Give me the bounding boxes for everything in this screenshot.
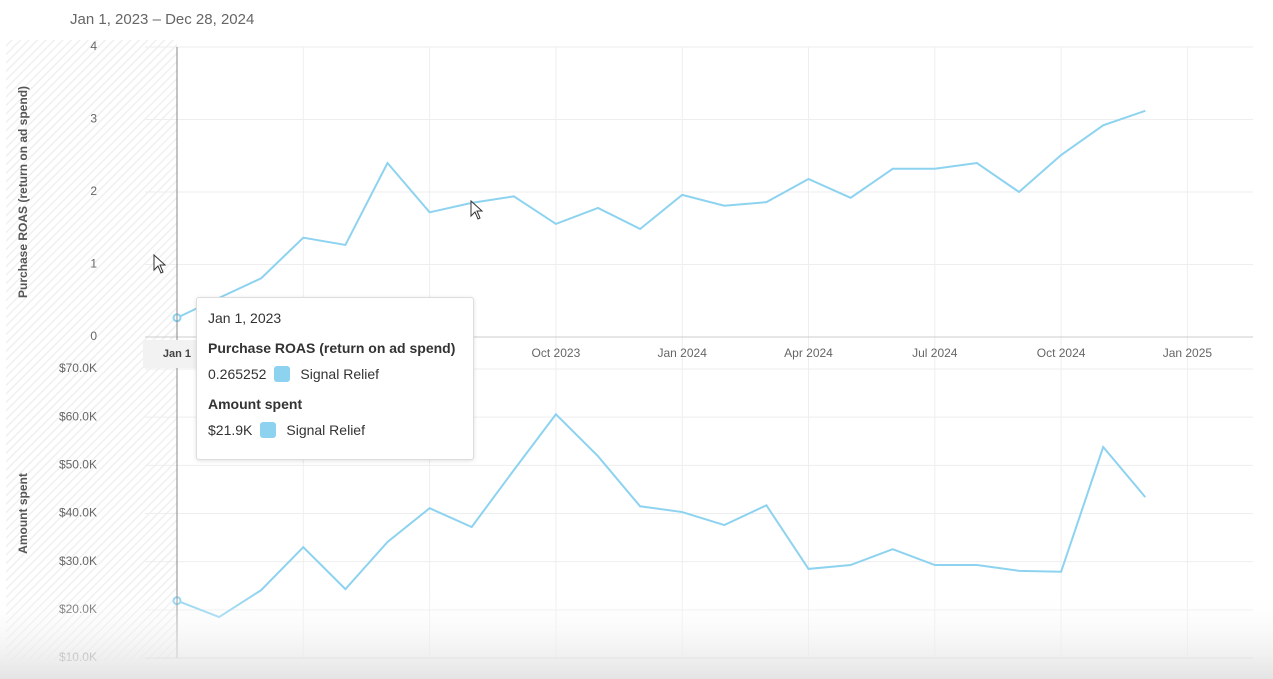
- y-tick-label: $30.0K: [59, 554, 97, 568]
- tooltip: Jan 1, 2023 Purchase ROAS (return on ad …: [196, 297, 474, 460]
- x-tick-label: Apr 2024: [784, 346, 833, 360]
- y-tick-label: $10.0K: [59, 650, 97, 664]
- tooltip-value: $21.9K: [208, 422, 253, 438]
- tooltip-value: 0.265252: [208, 366, 267, 382]
- x-tick-label: Oct 2024: [1037, 346, 1086, 360]
- crosshair-label: Jan 1: [163, 348, 191, 360]
- y-axis-title: Purchase ROAS (return on ad spend): [16, 86, 30, 298]
- tooltip-heading: Amount spent: [208, 396, 303, 412]
- y-tick-label: 4: [90, 39, 97, 53]
- tooltip-series: Signal Relief: [300, 366, 380, 382]
- tooltip-series: Signal Relief: [286, 422, 365, 438]
- y-tick-label: 3: [90, 112, 97, 126]
- y-tick-label: $70.0K: [59, 361, 97, 375]
- series-line: [176, 109, 1146, 319]
- swatch: [274, 366, 291, 382]
- x-tick-label: Oct 2023: [532, 346, 581, 360]
- y-tick-label: $60.0K: [59, 409, 97, 423]
- tooltip-row: 0.265252 Signal Relief: [208, 366, 462, 382]
- y-axis-title: Amount spent: [16, 473, 30, 554]
- x-tick-label: Jan 2024: [658, 346, 708, 360]
- y-tick-label: 0: [90, 329, 97, 343]
- swatch: [260, 422, 277, 438]
- y-tick-label: 2: [90, 184, 97, 198]
- y-tick-label: $50.0K: [59, 458, 97, 472]
- tooltip-heading: Purchase ROAS (return on ad spend): [208, 340, 456, 356]
- y-tick-label: $40.0K: [59, 506, 97, 520]
- x-tick-label: Jul 2024: [912, 346, 958, 360]
- tooltip-row: $21.9K Signal Relief: [208, 422, 462, 438]
- tooltip-title: Jan 1, 2023: [208, 310, 282, 326]
- y-tick-label: $20.0K: [59, 602, 97, 616]
- series-line: [176, 412, 1147, 619]
- y-tick-label: 1: [90, 257, 97, 271]
- x-tick-label: Jan 2025: [1163, 346, 1213, 360]
- date-range: Jan 1, 2023 – Dec 28, 2024: [70, 11, 254, 28]
